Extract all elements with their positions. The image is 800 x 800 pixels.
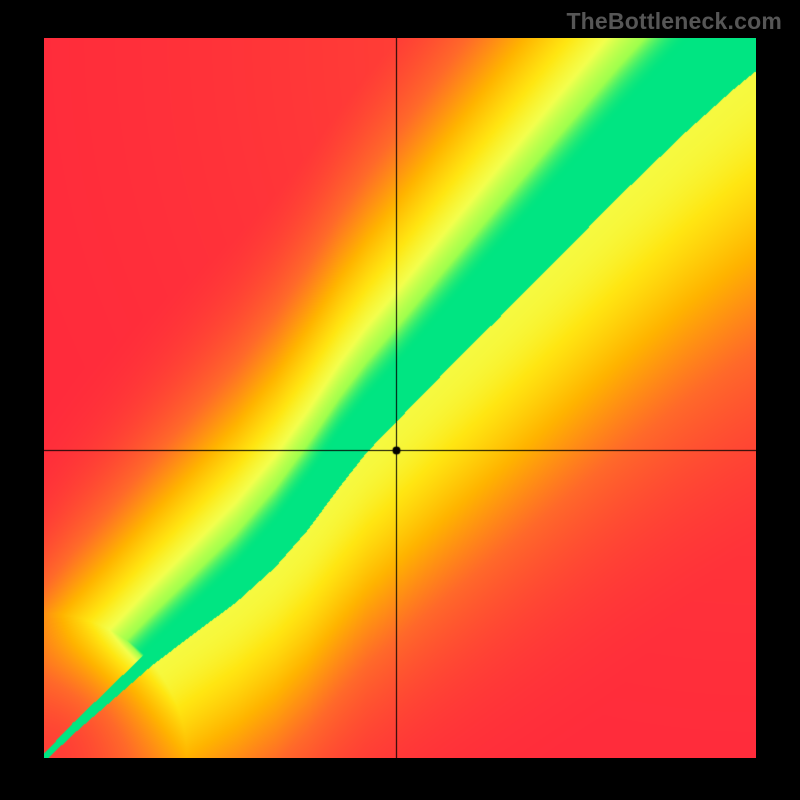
bottleneck-heatmap <box>44 38 756 758</box>
chart-container: TheBottleneck.com <box>0 0 800 800</box>
watermark-text: TheBottleneck.com <box>566 8 782 35</box>
